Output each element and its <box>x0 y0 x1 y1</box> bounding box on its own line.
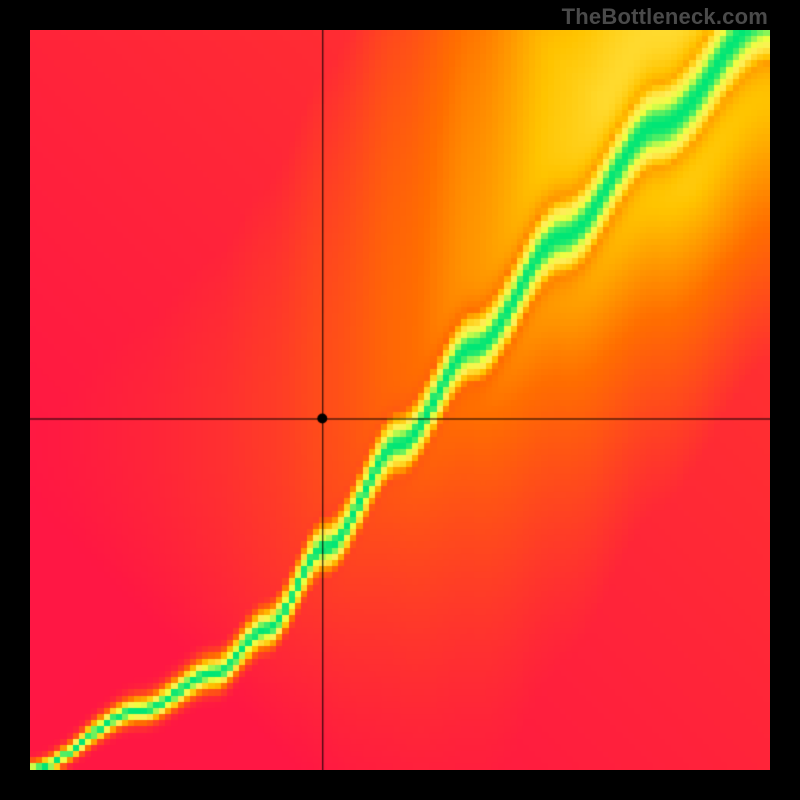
watermark-label: TheBottleneck.com <box>562 4 768 30</box>
heatmap-chart <box>30 30 770 770</box>
heatmap-canvas <box>30 30 770 770</box>
